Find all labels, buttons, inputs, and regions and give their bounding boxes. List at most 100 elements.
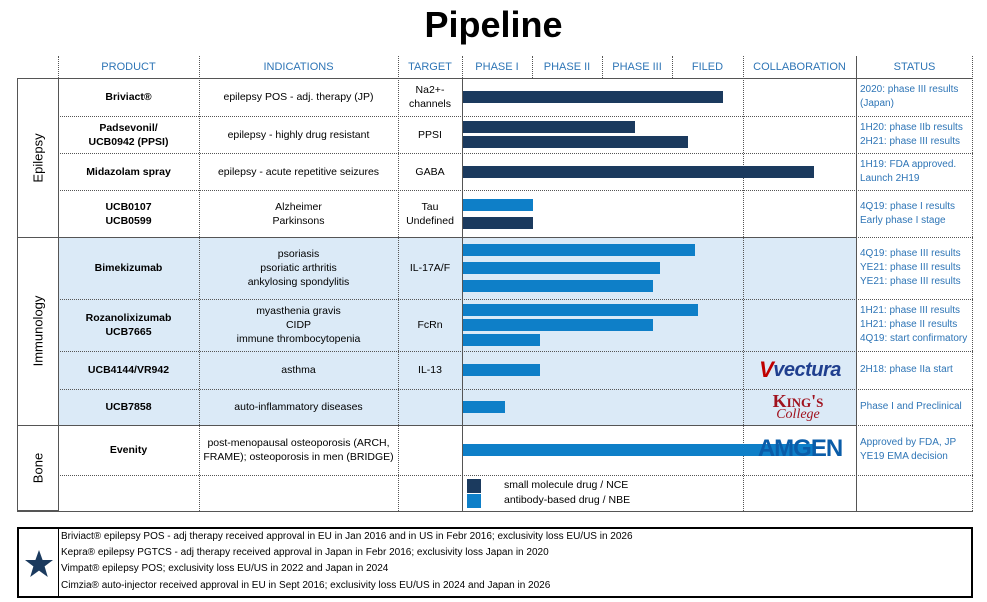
header-collaboration: COLLABORATION — [753, 61, 846, 73]
product-text: UCB0942 (PPSI) — [88, 135, 169, 148]
pipeline-bar-nbe — [463, 444, 814, 456]
product-cell: UCB0107 UCB0599 — [58, 190, 199, 237]
product-cell: UCB7858 — [58, 389, 199, 425]
status-text: 4Q19: start confirmatory — [860, 333, 968, 344]
target-cell: IL-17A/F — [398, 237, 462, 299]
status-text: Launch 2H19 — [860, 172, 920, 184]
grid-line — [58, 475, 973, 476]
indications-text: CIDP — [285, 319, 312, 331]
kings-college-line2: College — [776, 407, 820, 422]
pipeline-bar-nbe — [463, 304, 698, 316]
status-text: 2H18: phase IIa start — [860, 364, 953, 375]
target-text: Tau — [421, 200, 439, 213]
pipeline-bar-nce — [463, 91, 723, 103]
indications-cell: asthma — [199, 351, 398, 389]
indications-cell: epilepsy - acute repetitive seizures — [199, 153, 398, 190]
footnote-line: Briviact® epilepsy POS - adj therapy rec… — [61, 531, 633, 542]
grid-line — [58, 56, 59, 78]
grid-line — [58, 351, 973, 352]
grid-line — [17, 78, 973, 79]
status-text: YE21: phase III results — [860, 276, 961, 287]
legend-label-nbe: antibody-based drug / NBE — [504, 494, 631, 506]
group-label-bone: Bone — [30, 452, 46, 484]
footnote-line: Vimpat® epilepsy POS; exclusivity loss E… — [61, 563, 389, 574]
grid-line — [58, 425, 856, 426]
product-cell: Midazolam spray — [58, 153, 199, 190]
product-cell: Padsevonil/UCB0942 (PPSI) — [58, 116, 199, 153]
grid-line — [856, 237, 973, 238]
status-cell: Approved by FDA, JP YE19 EMA decision — [856, 425, 973, 475]
grid-line — [462, 56, 463, 78]
product-text: UCB4144/VR942 — [87, 364, 170, 376]
grid-line — [856, 56, 857, 511]
legend-swatch-nce — [467, 479, 481, 493]
status-text: YE19 EMA decision — [860, 451, 948, 462]
status-text: 1H21: phase II results — [860, 319, 958, 330]
footnote-box — [17, 527, 973, 598]
target-cell — [398, 425, 462, 475]
indications-text: psoriatic arthritis — [260, 262, 337, 274]
pipeline-bar-nbe — [463, 364, 540, 376]
header-target: TARGET — [408, 61, 452, 73]
product-text: Midazolam spray — [86, 165, 171, 178]
header-phase-1: PHASE I — [475, 61, 519, 73]
pipeline-bar-nce — [463, 136, 688, 148]
header-phase-3: PHASE III — [612, 61, 662, 73]
target-cell: GABA — [398, 153, 462, 190]
product-cell: Evenity — [58, 425, 199, 475]
page-title: Pipeline — [424, 4, 563, 45]
grid-line — [602, 56, 603, 78]
pipeline-bar-nbe — [463, 244, 695, 256]
indications-text: immune thrombocytopenia — [236, 333, 361, 345]
group-label-epilepsy: Epilepsy — [30, 133, 46, 183]
header-filed: FILED — [691, 61, 724, 73]
indications-cell: psoriasis psoriatic arthritis ankylosing s… — [199, 237, 398, 299]
grid-line — [199, 56, 200, 511]
indications-cell: post-menopausal osteoporosis (ARCH, FRAME… — [199, 425, 398, 475]
product-cell: UCB4144/VR942 — [58, 351, 199, 389]
status-text: 1H19: FDA approved. — [860, 158, 957, 170]
status-text: 1H20: phase IIb results — [860, 121, 963, 133]
pipeline-bar-nbe — [463, 401, 505, 413]
product-text: Rozanolixizumab — [85, 312, 172, 324]
header-status: STATUS — [893, 61, 936, 73]
kings-college-logo: King's College — [760, 392, 836, 424]
header-product: PRODUCT — [101, 61, 156, 73]
kings-college-line1: King's — [772, 391, 824, 411]
vectura-wordmark: vectura — [773, 358, 841, 381]
target-cell: FcRn — [398, 299, 462, 351]
grid-line — [462, 78, 463, 511]
status-text: 2H21: phase III results — [860, 135, 961, 147]
target-cell: Tau Undefined — [398, 190, 462, 237]
pipeline-bar-nbe — [463, 280, 653, 292]
product-cell: Rozanolixizumab UCB7665 — [58, 299, 199, 351]
status-text: Early phase I stage — [860, 214, 946, 226]
status-text: 4Q19: phase I results — [860, 200, 956, 212]
pipeline-bar-nbe — [463, 262, 660, 274]
target-cell: IL-13 — [398, 351, 462, 389]
status-cell: 1H21: phase III results 1H21: phase II re… — [856, 299, 973, 351]
pipeline-bar-nbe — [463, 319, 653, 331]
indications-cell: myasthenia gravis CIDP immune thrombocytop… — [199, 299, 398, 351]
status-text: Approved by FDA, JP — [860, 437, 957, 448]
footnote-divider — [58, 529, 59, 596]
target-text: Undefined — [406, 214, 454, 227]
grid-line — [743, 56, 744, 511]
star-icon — [25, 550, 53, 577]
status-text: 2020: phase III results — [860, 84, 959, 95]
product-text: UCB0107 — [105, 200, 152, 213]
pipeline-bar-nbe — [463, 334, 540, 346]
indications-text: myasthenia gravis — [256, 305, 341, 317]
indications-text: asthma — [281, 364, 316, 376]
pipeline-bar-nbe — [463, 199, 533, 211]
status-text: 1H21: phase III results — [860, 305, 961, 316]
pipeline-bar-nce — [463, 166, 814, 178]
immunology-band — [58, 238, 856, 426]
indications-cell: auto-inflammatory diseases — [199, 389, 398, 425]
indications-cell: epilepsy - highly drug resistant — [199, 116, 398, 153]
status-cell: 1H20: phase IIb results 2H21: phase III r… — [856, 116, 973, 153]
status-cell: 2020: phase III results (Japan) — [856, 78, 973, 116]
indications-text: epilepsy - acute repetitive seizures — [217, 165, 380, 178]
product-text: Padsevonil/ — [99, 121, 158, 134]
header-phase-2: PHASE II — [543, 61, 591, 73]
